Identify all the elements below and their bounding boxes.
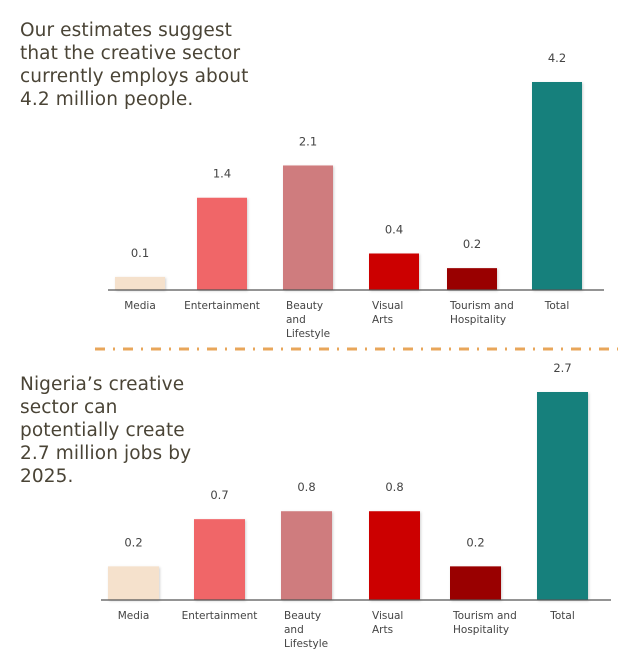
category-label: Entertainment: [182, 610, 258, 622]
data-label: 0.2: [466, 535, 484, 549]
category-label: Beauty and Lifestyle: [286, 300, 330, 340]
category-label: Entertainment: [184, 300, 260, 312]
data-label: 0.8: [385, 480, 403, 494]
data-label: 2.1: [299, 134, 317, 148]
bar-visual-arts: [369, 253, 419, 290]
category-label: Beauty and Lifestyle: [284, 610, 328, 650]
bar-visual-arts: [369, 511, 420, 600]
category-label: Tourism and Hospitality: [452, 610, 517, 636]
category-label: Media: [124, 300, 156, 312]
category-label: Total: [549, 610, 575, 622]
data-label: 0.8: [297, 480, 315, 494]
chart-current-employment: 0.1 Media 1.4 Entertainment 2.1 Beauty and Life…: [108, 51, 604, 340]
bar-media: [108, 566, 159, 600]
category-label: Media: [118, 610, 150, 622]
bar-entertainment: [194, 519, 245, 600]
category-label: Total: [544, 300, 570, 312]
chart-potential-jobs: 0.2 Media 0.7 Entertainment 0.8 Beauty and Life…: [101, 361, 611, 650]
bar-media: [115, 276, 165, 290]
bar-total: [532, 82, 582, 290]
data-label: 0.4: [385, 222, 403, 236]
category-label: Visual Arts: [372, 610, 403, 636]
bar-beauty-and-lifestyle: [283, 165, 333, 290]
data-label: 1.4: [213, 167, 231, 181]
bar-entertainment: [197, 197, 247, 290]
data-label: 0.7: [210, 488, 228, 502]
data-label: 0.1: [131, 246, 149, 260]
headline-current-employment: Our estimates suggest that the creative …: [20, 20, 249, 110]
headline-potential-jobs: Nigeria’s creative sector can potentiall…: [20, 374, 192, 487]
bar-tourism-and-hospitality: [447, 268, 497, 290]
bar-beauty-and-lifestyle: [281, 511, 332, 600]
category-label: Tourism and Hospitality: [449, 300, 514, 326]
bar-total: [537, 392, 588, 600]
data-label: 0.2: [124, 535, 142, 549]
data-label: 4.2: [548, 51, 566, 65]
data-label: 2.7: [553, 361, 571, 375]
data-label: 0.2: [463, 237, 481, 251]
category-label: Visual Arts: [372, 300, 403, 326]
bar-tourism-and-hospitality: [450, 566, 501, 600]
